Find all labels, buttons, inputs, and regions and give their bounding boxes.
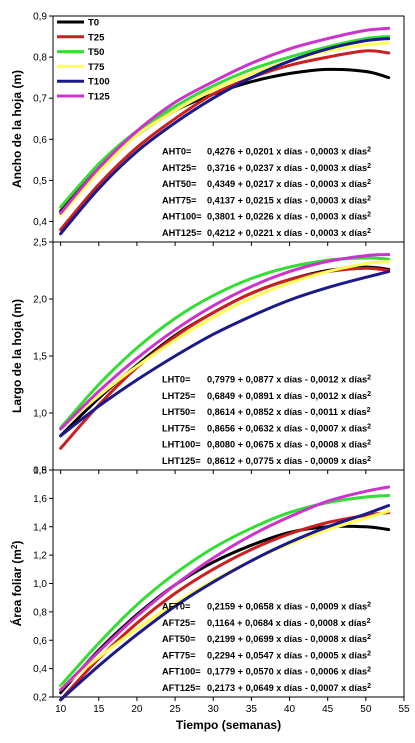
x-tick-label: 10 bbox=[55, 704, 67, 715]
series-line-t75 bbox=[59, 509, 391, 690]
series-line-t125 bbox=[59, 485, 391, 692]
equation-label: AFT50= bbox=[162, 634, 195, 644]
chart-panels: 0,4 0,5 0,6 0,7 0,8 0,9 Ancho de la hoja (m) AH… bbox=[9, 12, 405, 704]
y-tick-label: 2,0 bbox=[33, 295, 47, 306]
y-tick-label: 1,2 bbox=[33, 551, 47, 562]
x-tick-label: 50 bbox=[360, 704, 372, 715]
y-tick-label: 0,5 bbox=[33, 466, 47, 477]
y-tick-label: 0,6 bbox=[33, 135, 47, 146]
y-axis-label: Ancho de la hoja (m) bbox=[10, 70, 24, 188]
equation-text: 0,8656 + 0,0632 x días - 0,0007 x días2 bbox=[207, 423, 371, 434]
series-line-t25 bbox=[59, 49, 391, 232]
series-line-t25 bbox=[59, 266, 391, 450]
y-axis-label: Largo de la hoja (m) bbox=[10, 299, 24, 413]
equation-text: 0,4137 + 0,0215 x días - 0,0003 x días2 bbox=[207, 195, 371, 206]
equation-label: AFT125= bbox=[162, 683, 201, 693]
equation-text: 0,4212 + 0,0221 x días - 0,0003 x días2 bbox=[207, 228, 371, 239]
y-tick-label: 1,8 bbox=[33, 466, 47, 477]
series-line-t50 bbox=[59, 494, 391, 688]
legend-label-t0: T0 bbox=[88, 18, 99, 29]
equation-text: 0,4276 + 0,0201 x días - 0,0003 x días2 bbox=[207, 146, 371, 157]
y-tick-label: 0,8 bbox=[33, 607, 47, 618]
equation-label: LHT125= bbox=[162, 456, 201, 466]
y-tick-label: 0,4 bbox=[33, 217, 47, 228]
equation-label: AHT25= bbox=[162, 163, 196, 173]
equation-label: AFT0= bbox=[162, 602, 190, 612]
legend-label-t25: T25 bbox=[88, 32, 105, 43]
equation-text: 0,2294 + 0,0547 x días - 0,0005 x días2 bbox=[207, 650, 371, 661]
x-tick-label: 25 bbox=[170, 704, 182, 715]
equation-text: 0,2173 + 0,0649 x días - 0,0007 x días2 bbox=[207, 683, 371, 694]
x-axis-label: Tiempo (semanas) bbox=[176, 718, 281, 732]
equation-label: AHT50= bbox=[162, 179, 196, 189]
x-tick-label: 55 bbox=[398, 704, 410, 715]
y-axis-label: Área foliar (m2) bbox=[9, 541, 24, 627]
x-tick-label: 20 bbox=[131, 704, 143, 715]
y-tick-label: 1,0 bbox=[33, 579, 47, 590]
shared-x-axis: 10 15 20 25 30 35 40 45 50 55 Tiempo (semanas) bbox=[55, 704, 410, 732]
series-line-t100 bbox=[59, 504, 391, 702]
equation-text: 0,8614 + 0,0852 x días - 0,0011 x días2 bbox=[207, 407, 371, 418]
series-line-t100 bbox=[59, 270, 391, 438]
series-line-t50 bbox=[59, 35, 391, 209]
x-tick-label: 45 bbox=[322, 704, 334, 715]
y-tick-label: 0,2 bbox=[33, 693, 47, 704]
equation-label: AFT75= bbox=[162, 650, 195, 660]
series-line-t125 bbox=[59, 253, 391, 431]
equation-text: 0,2159 + 0,0658 x días - 0,0009 x días2 bbox=[207, 601, 371, 612]
equation-label: AHT125= bbox=[162, 228, 202, 238]
x-tick-label: 35 bbox=[246, 704, 258, 715]
plot-frame bbox=[52, 241, 405, 471]
series-line-t125 bbox=[59, 26, 391, 215]
equation-label: AHT75= bbox=[162, 195, 196, 205]
legend-label-t125: T125 bbox=[88, 92, 110, 103]
series-line-t100 bbox=[59, 37, 391, 236]
equation-label: AHT0= bbox=[162, 147, 191, 157]
legend-label-t75: T75 bbox=[88, 62, 105, 73]
y-tick-label: 0,5 bbox=[33, 176, 47, 187]
equation-text: 0,3716 + 0,0237 x días - 0,0003 x días2 bbox=[207, 162, 371, 173]
panel-2: 0,5 1,0 1,5 2,0 2,5 Largo de la hoja (m) LHT0=… bbox=[10, 238, 405, 477]
panel-3: 0,2 0,4 0,6 0,8 1,0 1,2 1,4 1,6 1,8 Área foliar (… bbox=[9, 466, 405, 704]
x-tick-label: 15 bbox=[93, 704, 105, 715]
y-tick-label: 1,0 bbox=[33, 409, 47, 420]
y-tick-label: 0,7 bbox=[33, 94, 47, 105]
equation-label: AFT25= bbox=[162, 618, 195, 628]
plot-frame bbox=[52, 15, 405, 243]
series-line-t75 bbox=[59, 259, 391, 431]
legend-label-t100: T100 bbox=[88, 77, 110, 88]
y-tick-label: 1,4 bbox=[33, 522, 47, 533]
equation-label: LHT25= bbox=[162, 391, 195, 401]
panel-1: 0,4 0,5 0,6 0,7 0,8 0,9 Ancho de la hoja (m) AH… bbox=[10, 12, 405, 246]
y-tick-label: 1,6 bbox=[33, 494, 47, 505]
x-tick-label: 40 bbox=[284, 704, 296, 715]
legend-label-t50: T50 bbox=[88, 47, 104, 58]
legend: T0 T25 T50 T75 T100 T125 bbox=[57, 18, 110, 103]
equation-text: 0,1164 + 0,0684 x días - 0,0008 x días2 bbox=[207, 617, 371, 628]
equation-text: 0,7979 + 0,0877 x días - 0,0012 x días2 bbox=[207, 374, 371, 385]
equation-text: 0,3801 + 0,0226 x días - 0,0003 x días2 bbox=[207, 211, 371, 222]
equation-text: 0,2199 + 0,0699 x días - 0,0008 x días2 bbox=[207, 634, 371, 645]
y-tick-label: 0,8 bbox=[33, 53, 47, 64]
equation-text: 0,1779 + 0,0570 x días - 0,0006 x días2 bbox=[207, 666, 371, 677]
equation-text: 0,8612 + 0,0775 x días - 0,0009 x días2 bbox=[207, 456, 371, 467]
equation-label: AFT100= bbox=[162, 667, 201, 677]
equation-label: AHT100= bbox=[162, 212, 202, 222]
y-tick-label: 0,4 bbox=[33, 664, 47, 675]
equation-text: 0,8080 + 0,0675 x días - 0,0008 x días2 bbox=[207, 439, 371, 450]
y-tick-label: 0,6 bbox=[33, 636, 47, 647]
equation-label: LHT75= bbox=[162, 423, 195, 433]
y-tick-label: 0,9 bbox=[33, 12, 47, 23]
series-line-t75 bbox=[59, 41, 391, 217]
equation-label: LHT100= bbox=[162, 440, 201, 450]
y-tick-label: 1,5 bbox=[33, 352, 47, 363]
plot-frame bbox=[52, 469, 405, 698]
equation-label: LHT50= bbox=[162, 407, 195, 417]
equation-text: 0,6849 + 0,0891 x días - 0,0012 x días2 bbox=[207, 390, 371, 401]
equation-label: LHT0= bbox=[162, 375, 190, 385]
y-tick-label: 2,5 bbox=[33, 238, 47, 249]
equation-text: 0,4349 + 0,0217 x días - 0,0003 x días2 bbox=[207, 179, 371, 190]
x-tick-label: 30 bbox=[208, 704, 220, 715]
